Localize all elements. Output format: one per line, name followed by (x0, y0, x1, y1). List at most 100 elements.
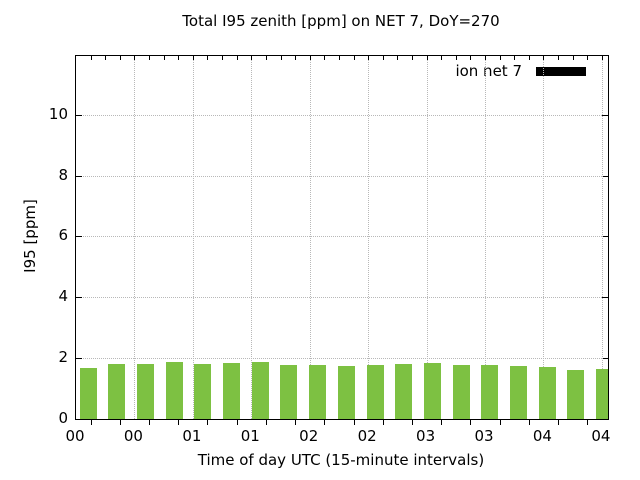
gridline-x (192, 56, 194, 419)
tick-x-top (382, 56, 384, 60)
x-tick-label: 00 (65, 427, 85, 445)
x-tick-label: 01 (240, 427, 260, 445)
legend: ion net 7 (455, 63, 586, 80)
tick-y-left (76, 114, 82, 116)
gridline-x (309, 56, 311, 419)
tick-x-top (353, 56, 355, 60)
gridline-y (76, 175, 608, 177)
plot-area: ion net 7 (75, 55, 609, 425)
tick-x-bottom (324, 420, 326, 425)
tick-x-bottom (236, 420, 238, 425)
tick-x-bottom (178, 420, 180, 425)
tick-x-top (178, 56, 180, 60)
x-tick-label: 04 (591, 427, 611, 445)
bar (337, 366, 355, 419)
bar (79, 367, 97, 419)
tick-x-top (485, 56, 486, 60)
tick-y-right (602, 114, 608, 116)
tick-x-top (134, 56, 136, 60)
x-tick-label: 03 (474, 427, 494, 445)
tick-x-top (163, 56, 165, 60)
tick-x-bottom (587, 420, 589, 425)
gridline-x (426, 56, 428, 419)
tick-x-bottom (265, 420, 267, 425)
gridline-y (76, 297, 608, 299)
tick-x-top (543, 56, 545, 60)
y-tick-label: 2 (58, 348, 68, 367)
x-tick-label: 03 (416, 427, 436, 445)
tick-x-top (368, 56, 370, 60)
bar (165, 361, 183, 419)
tick-y-right (602, 236, 608, 238)
bar (452, 364, 470, 419)
gridline-x (251, 56, 253, 419)
x-tick-label: 00 (123, 427, 143, 445)
tick-x-bottom (528, 420, 530, 425)
gridline-x (601, 56, 603, 419)
bar (481, 364, 499, 419)
tick-x-top (397, 56, 399, 60)
tick-y-left (76, 236, 82, 238)
bar (251, 362, 269, 419)
tick-x-top (528, 56, 530, 60)
chart-title: Total I95 zenith [ppm] on NET 7, DoY=270 (182, 12, 500, 30)
tick-x-bottom (558, 420, 560, 425)
tick-x-top (90, 56, 92, 60)
tick-y-right (602, 175, 608, 177)
x-tick-label: 02 (299, 427, 319, 445)
tick-x-bottom (119, 420, 121, 425)
x-tick-label: 02 (357, 427, 377, 445)
gridline-y (76, 236, 608, 238)
tick-x-bottom (353, 420, 355, 425)
tick-x-bottom (382, 420, 384, 425)
y-tick-label: 0 (58, 409, 68, 427)
tick-x-top (119, 56, 121, 60)
tick-y-right (602, 358, 608, 360)
tick-x-top (222, 56, 224, 60)
gridline-y (76, 114, 608, 116)
tick-x-bottom (149, 420, 151, 425)
tick-x-top (309, 56, 311, 60)
tick-y-left (76, 297, 82, 299)
bar (567, 369, 585, 419)
tick-x-top (236, 56, 238, 60)
gridline-x (543, 56, 545, 419)
legend-swatch (536, 67, 586, 76)
x-tick-label: 04 (532, 427, 552, 445)
bar (366, 364, 384, 419)
tick-x-top (455, 56, 457, 60)
tick-x-top (587, 56, 589, 60)
tick-x-bottom (207, 420, 209, 425)
tick-x-top (572, 56, 574, 60)
gridline-y (76, 358, 608, 360)
tick-x-top (338, 56, 340, 60)
tick-x-top (280, 56, 282, 60)
bar (136, 363, 154, 419)
tick-x-top (192, 56, 194, 60)
tick-x-top (207, 56, 209, 60)
tick-x-bottom (295, 420, 297, 425)
tick-x-top (265, 56, 267, 60)
y-tick-label: 4 (58, 287, 68, 306)
tick-x-bottom (441, 420, 443, 425)
bar (395, 363, 413, 419)
bar (108, 363, 126, 419)
x-axis-label: Time of day UTC (15-minute intervals) (197, 451, 485, 469)
gridline-x (134, 56, 136, 419)
tick-x-bottom (90, 420, 92, 425)
bar (596, 368, 608, 419)
tick-x-bottom (499, 420, 501, 425)
bar (280, 365, 298, 419)
bar (194, 363, 212, 419)
tick-x-top (251, 56, 253, 60)
y-tick-label: 8 (58, 165, 68, 184)
gridline-x (368, 56, 370, 419)
tick-x-top (105, 56, 107, 60)
tick-x-top (558, 56, 560, 60)
tick-y-left (76, 358, 82, 360)
tick-x-top (426, 56, 428, 60)
tick-x-top (149, 56, 151, 60)
tick-x-top (441, 56, 443, 60)
tick-x-top (295, 56, 297, 60)
